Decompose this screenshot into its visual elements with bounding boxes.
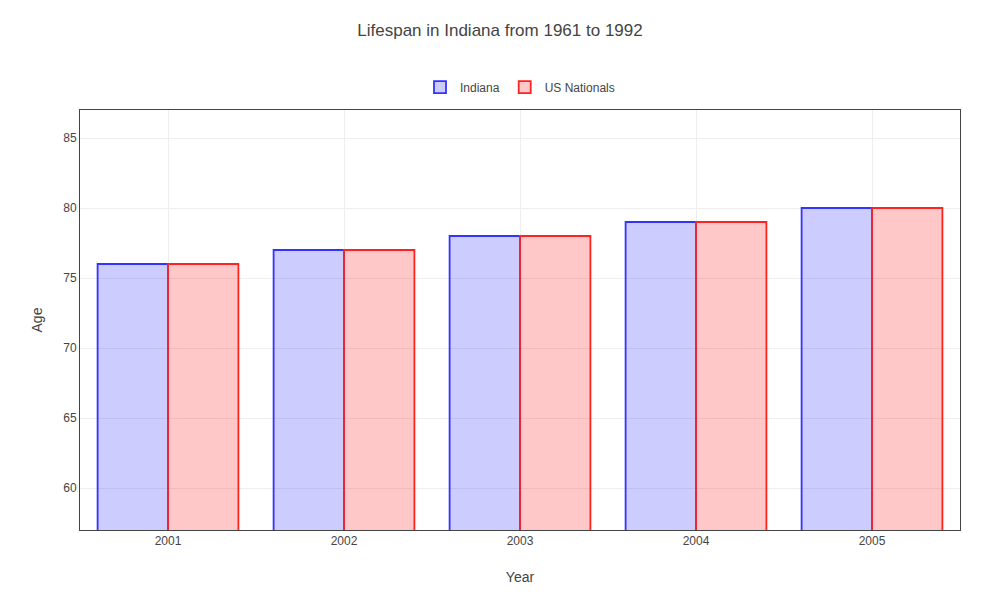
svg-text:65: 65	[63, 411, 77, 425]
svg-text:60: 60	[63, 481, 77, 495]
svg-text:85: 85	[63, 131, 77, 145]
svg-text:2004: 2004	[683, 534, 710, 548]
svg-text:2003: 2003	[507, 534, 534, 548]
svg-text:Year: Year	[506, 569, 535, 585]
svg-text:US Nationals: US Nationals	[545, 81, 615, 95]
svg-text:70: 70	[63, 341, 77, 355]
svg-text:2002: 2002	[331, 534, 358, 548]
svg-text:Age: Age	[29, 307, 45, 332]
svg-text:75: 75	[63, 271, 77, 285]
svg-text:Lifespan in Indiana from 1961: Lifespan in Indiana from 1961 to 1992	[357, 21, 642, 40]
svg-text:80: 80	[63, 201, 77, 215]
svg-text:Indiana: Indiana	[460, 81, 500, 95]
svg-text:2001: 2001	[155, 534, 182, 548]
svg-text:2005: 2005	[859, 534, 886, 548]
